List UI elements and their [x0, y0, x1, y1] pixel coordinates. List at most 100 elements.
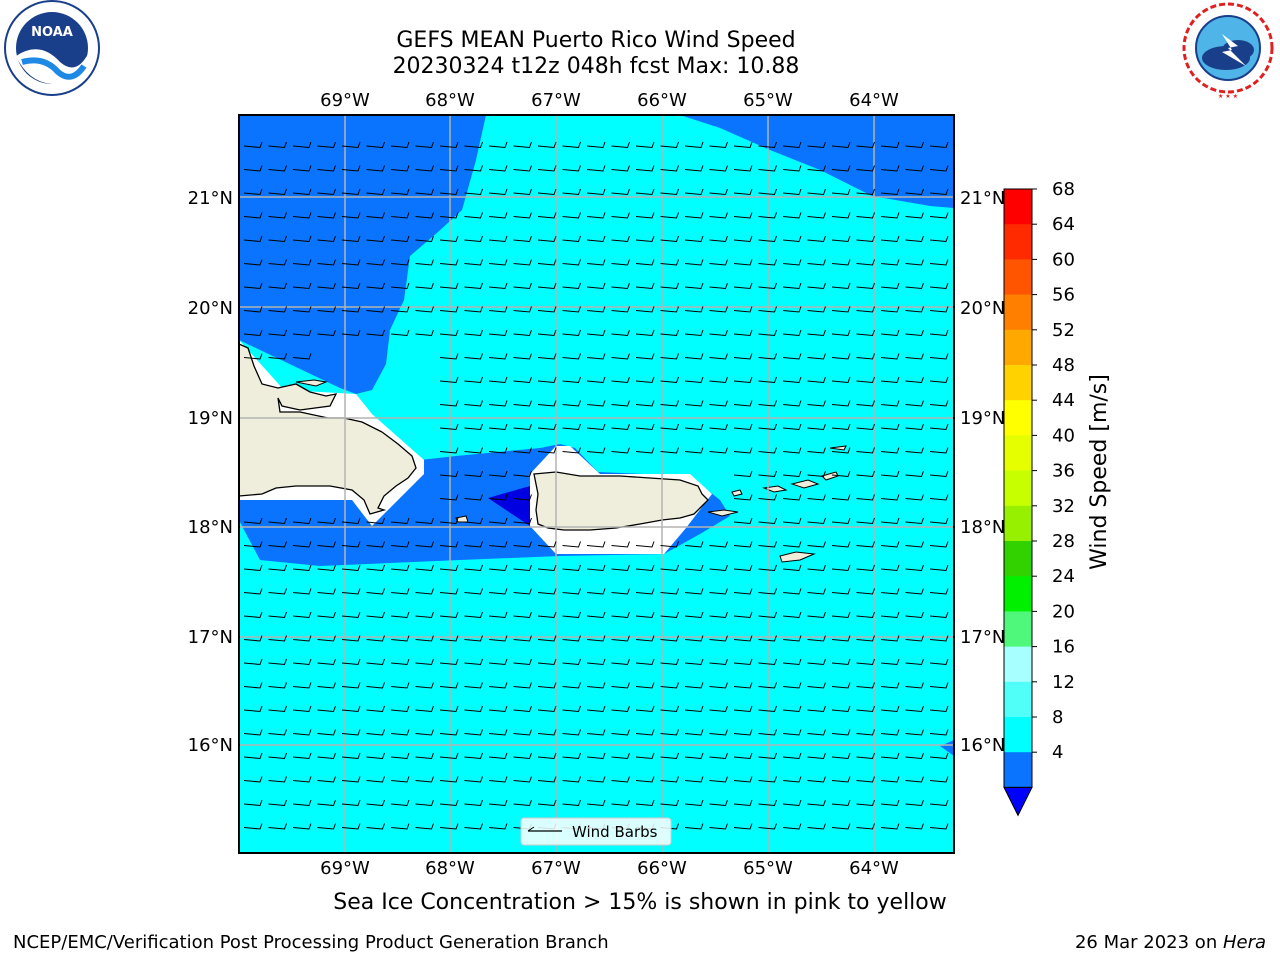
footer-date: 26 Mar 2023 on: [1074, 932, 1223, 953]
wind-barb: [341, 776, 361, 783]
wind-barb: [586, 447, 606, 454]
wind-barb: [488, 799, 508, 807]
wind-barb: [464, 165, 483, 172]
wind-barb: [807, 588, 826, 595]
wind-barb: [537, 658, 557, 666]
lon-label-68w-bottom: 68°W: [425, 858, 475, 879]
wind-barb: [488, 682, 508, 689]
wind-barb: [562, 611, 581, 619]
wind-barb: [807, 447, 826, 454]
wind-barb: [537, 447, 557, 454]
wind-barb: [317, 165, 336, 172]
wind-barb: [537, 329, 557, 337]
wind-barb: [807, 564, 826, 572]
wind-barb: [366, 329, 385, 337]
colorbar-tick-label: 64: [1052, 214, 1075, 235]
wind-barb: [635, 259, 655, 266]
wind-barb: [464, 588, 483, 595]
wind-barb: [733, 823, 753, 830]
wind-barb: [733, 635, 753, 642]
wind-barb: [513, 541, 532, 548]
wind-barb: [905, 494, 924, 501]
wind-barb: [782, 564, 802, 572]
wind-barb: [488, 729, 508, 736]
wind-barb: [586, 776, 606, 783]
wind-barb: [684, 705, 704, 713]
wind-barb: [439, 235, 459, 243]
wind-barb: [684, 423, 704, 431]
wind-barb: [439, 705, 459, 713]
wind-barb: [586, 564, 606, 572]
colorbar-tick-label: 28: [1052, 531, 1075, 552]
wind-barb: [292, 658, 312, 666]
wind-barb: [341, 564, 361, 572]
wind-barb: [905, 470, 924, 478]
colorbar-segment: [1004, 224, 1032, 260]
wind-barb: [415, 823, 434, 830]
wind-barb: [268, 282, 287, 290]
wind-barb: [635, 588, 655, 595]
wind-barb: [268, 564, 287, 572]
wind-barb: [782, 235, 802, 243]
wind-barb: [513, 235, 532, 243]
wind-barb: [439, 541, 459, 548]
wind-barb: [880, 541, 900, 548]
wind-barb: [782, 494, 802, 501]
wind-barb: [488, 141, 508, 149]
wind-barb: [415, 799, 434, 807]
wind-barb: [807, 306, 826, 313]
wind-barb: [684, 353, 704, 360]
wind-barb: [831, 141, 851, 149]
wind-barb: [341, 541, 361, 548]
wind-barb: [929, 212, 949, 219]
lat-label-16n: 16°N: [188, 735, 233, 756]
wind-barb: [317, 682, 336, 689]
wind-barb: [635, 564, 655, 572]
wind-barb: [390, 541, 410, 548]
wind-barb: [709, 823, 728, 830]
wind-barb: [684, 729, 704, 736]
wind-barb: [415, 729, 434, 736]
map-frame: [238, 114, 955, 854]
wind-barb: [905, 329, 924, 337]
wind-barb: [562, 705, 581, 713]
colorbar-segment: [1004, 505, 1032, 542]
wind-barb: [733, 212, 753, 219]
wind-barb: [709, 776, 728, 783]
wind-barb: [513, 588, 532, 595]
wind-barb: [537, 235, 557, 243]
wind-barb: [292, 682, 312, 689]
wind-barb: [243, 799, 263, 807]
wind-barb: [782, 823, 802, 830]
lat-label-20n-right: 20°N: [960, 298, 1005, 319]
wind-barb: [733, 165, 753, 172]
wind-barb: [268, 635, 287, 642]
wind-barb: [831, 517, 851, 525]
colorbar-tick-label: 60: [1052, 249, 1075, 270]
wind-barb: [243, 188, 263, 196]
wind-barb: [684, 635, 704, 642]
colorbar-tick-label: 16: [1052, 637, 1075, 658]
wind-barb: [831, 282, 851, 290]
wind-barb: [439, 752, 459, 760]
wind-barb: [709, 752, 728, 760]
wind-barb: [660, 259, 679, 266]
wind-barb: [268, 212, 287, 219]
wind-barb: [807, 635, 826, 642]
wind-barb: [831, 729, 851, 736]
wind-barb: [268, 259, 287, 266]
wind-barb: [415, 235, 434, 243]
wind-barb: [439, 823, 459, 830]
wind-barb: [880, 564, 900, 572]
wind-barb: [611, 141, 630, 149]
wind-barb: [464, 470, 483, 478]
wind-barb: [733, 776, 753, 783]
wind-barb: [611, 353, 630, 360]
wind-barb: [758, 235, 777, 243]
wind-barb: [807, 423, 826, 431]
wind-barb: [905, 611, 924, 619]
wind-barb: [243, 823, 263, 830]
wind-barb: [758, 282, 777, 290]
wind-barb: [831, 564, 851, 572]
wind-barb: [831, 658, 851, 666]
